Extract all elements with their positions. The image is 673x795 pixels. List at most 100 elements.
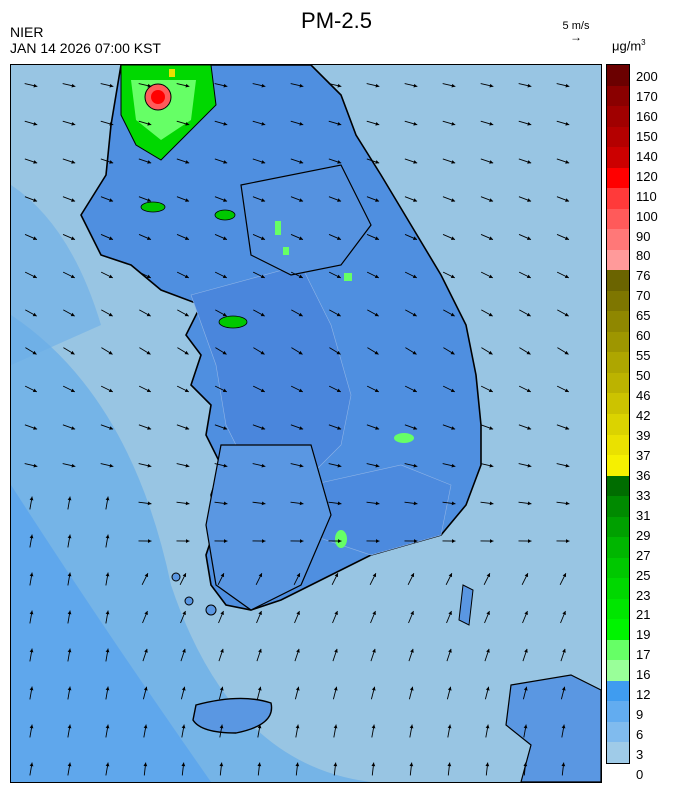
wind-arrow-head [29, 534, 34, 539]
legend-swatch [607, 188, 629, 210]
wind-arrow-head [258, 648, 262, 653]
wind-arrow-head [261, 463, 266, 468]
legend-label: 160 [636, 108, 658, 124]
legend-label: 36 [636, 467, 651, 483]
wind-arrow-head [181, 724, 186, 729]
wind-arrow-head [184, 312, 189, 317]
wind-arrow-head [450, 350, 455, 355]
legend-swatch [607, 680, 629, 702]
wind-arrow-head [185, 501, 190, 506]
wind-arrow-head [105, 648, 110, 653]
wind-arrow-head [564, 388, 569, 393]
wind-arrow-head [451, 501, 456, 506]
wind-arrow-head [333, 762, 338, 767]
wind-arrow-head [70, 388, 75, 393]
wind-arrow-head [564, 312, 569, 317]
wind-arrow-head [109, 463, 114, 468]
wind-arrow-head [146, 388, 151, 393]
wind-arrow-head [489, 160, 494, 164]
legend-swatch [607, 352, 629, 374]
legend-label: 55 [636, 348, 651, 364]
wind-arrow-head [222, 312, 227, 317]
wind-arrow-head [105, 572, 110, 577]
wind-arrow-head [565, 539, 570, 543]
wind-arrow-head [71, 198, 76, 202]
wind-arrow-head [524, 648, 528, 653]
wind-arrow-head [147, 426, 152, 430]
wind-arrow-head [451, 121, 456, 126]
legend-swatch [607, 496, 629, 518]
wind-arrow-head [527, 463, 532, 468]
wind-arrow-head [450, 236, 455, 240]
wind-arrow-head [29, 572, 34, 577]
wind-arrow-head [147, 539, 152, 543]
wind-arrow-head [337, 539, 342, 543]
wind-arrow-head [261, 501, 266, 506]
wind-arrow-head [448, 648, 452, 653]
wind-arrow-head [413, 501, 418, 506]
wind-arrow-head [527, 539, 532, 543]
wind-arrow-head [298, 350, 303, 355]
wind-arrow-head [222, 350, 227, 355]
wind-arrow-head [526, 274, 531, 279]
legend-label: 46 [636, 388, 651, 404]
wind-arrow-head [374, 388, 379, 393]
legend-label: 27 [636, 547, 651, 563]
wind-arrow-head [67, 572, 72, 577]
wind-arrow-head [146, 350, 151, 355]
wind-arrow-head [298, 236, 303, 240]
wind-arrow-head [564, 274, 569, 279]
wind-arrow-head [143, 686, 148, 691]
wind-arrow-head [299, 539, 304, 543]
wind-arrow-head [33, 83, 38, 88]
wind-arrow-head [185, 426, 190, 430]
wind-arrow-head [108, 312, 113, 317]
wind-arrow-head [489, 83, 494, 88]
wind-arrow-head [489, 463, 494, 468]
legend-label: 31 [636, 507, 651, 523]
header-info: NIER JAN 14 2026 07:00 KST [10, 24, 161, 56]
wind-arrow-head [70, 350, 75, 355]
legend-swatch [607, 167, 629, 189]
wind-arrow-head [261, 539, 266, 543]
wind-arrow-head [260, 312, 265, 317]
legend-swatch [607, 455, 629, 477]
legend-swatch [607, 290, 629, 312]
legend-label: 100 [636, 208, 658, 224]
wind-arrow-head [334, 610, 338, 615]
legend-swatch [607, 126, 629, 148]
wind-arrow-head [181, 762, 186, 767]
wind-arrow-head [182, 610, 186, 615]
wind-arrow-head [447, 724, 452, 729]
legend-label: 33 [636, 487, 651, 503]
wind-arrow-head [258, 573, 263, 578]
wind-arrow-head [337, 83, 342, 88]
wind-arrow-head [336, 312, 341, 317]
wind-arrow-head [299, 83, 304, 88]
island-3 [205, 604, 217, 616]
wind-arrow-head [185, 539, 190, 543]
wind-arrow-head [337, 463, 342, 468]
southwest-region [205, 444, 332, 611]
spot-green-4 [275, 221, 281, 235]
legend-label: 50 [636, 368, 651, 384]
legend-swatch [607, 65, 629, 87]
wind-arrow-head [561, 762, 566, 767]
legend-swatch [607, 229, 629, 251]
legend-swatch [607, 701, 629, 723]
wind-arrow-head [375, 121, 380, 126]
wind-arrow-head [375, 198, 380, 202]
wind-arrow-head [410, 648, 414, 653]
wind-arrow-head [299, 501, 304, 506]
wind-arrow-head [32, 350, 37, 355]
legend-label: 76 [636, 268, 651, 284]
wind-arrow-head [412, 350, 417, 355]
wind-arrow-head [261, 426, 266, 430]
wind-arrow-head [220, 610, 224, 615]
wind-arrow-head [523, 762, 528, 767]
wind-arrow-head [299, 463, 304, 468]
wind-arrow-head [299, 160, 304, 164]
legend-label: 29 [636, 527, 651, 543]
wind-arrow-head [375, 539, 380, 543]
wind-arrow-head [223, 463, 228, 468]
